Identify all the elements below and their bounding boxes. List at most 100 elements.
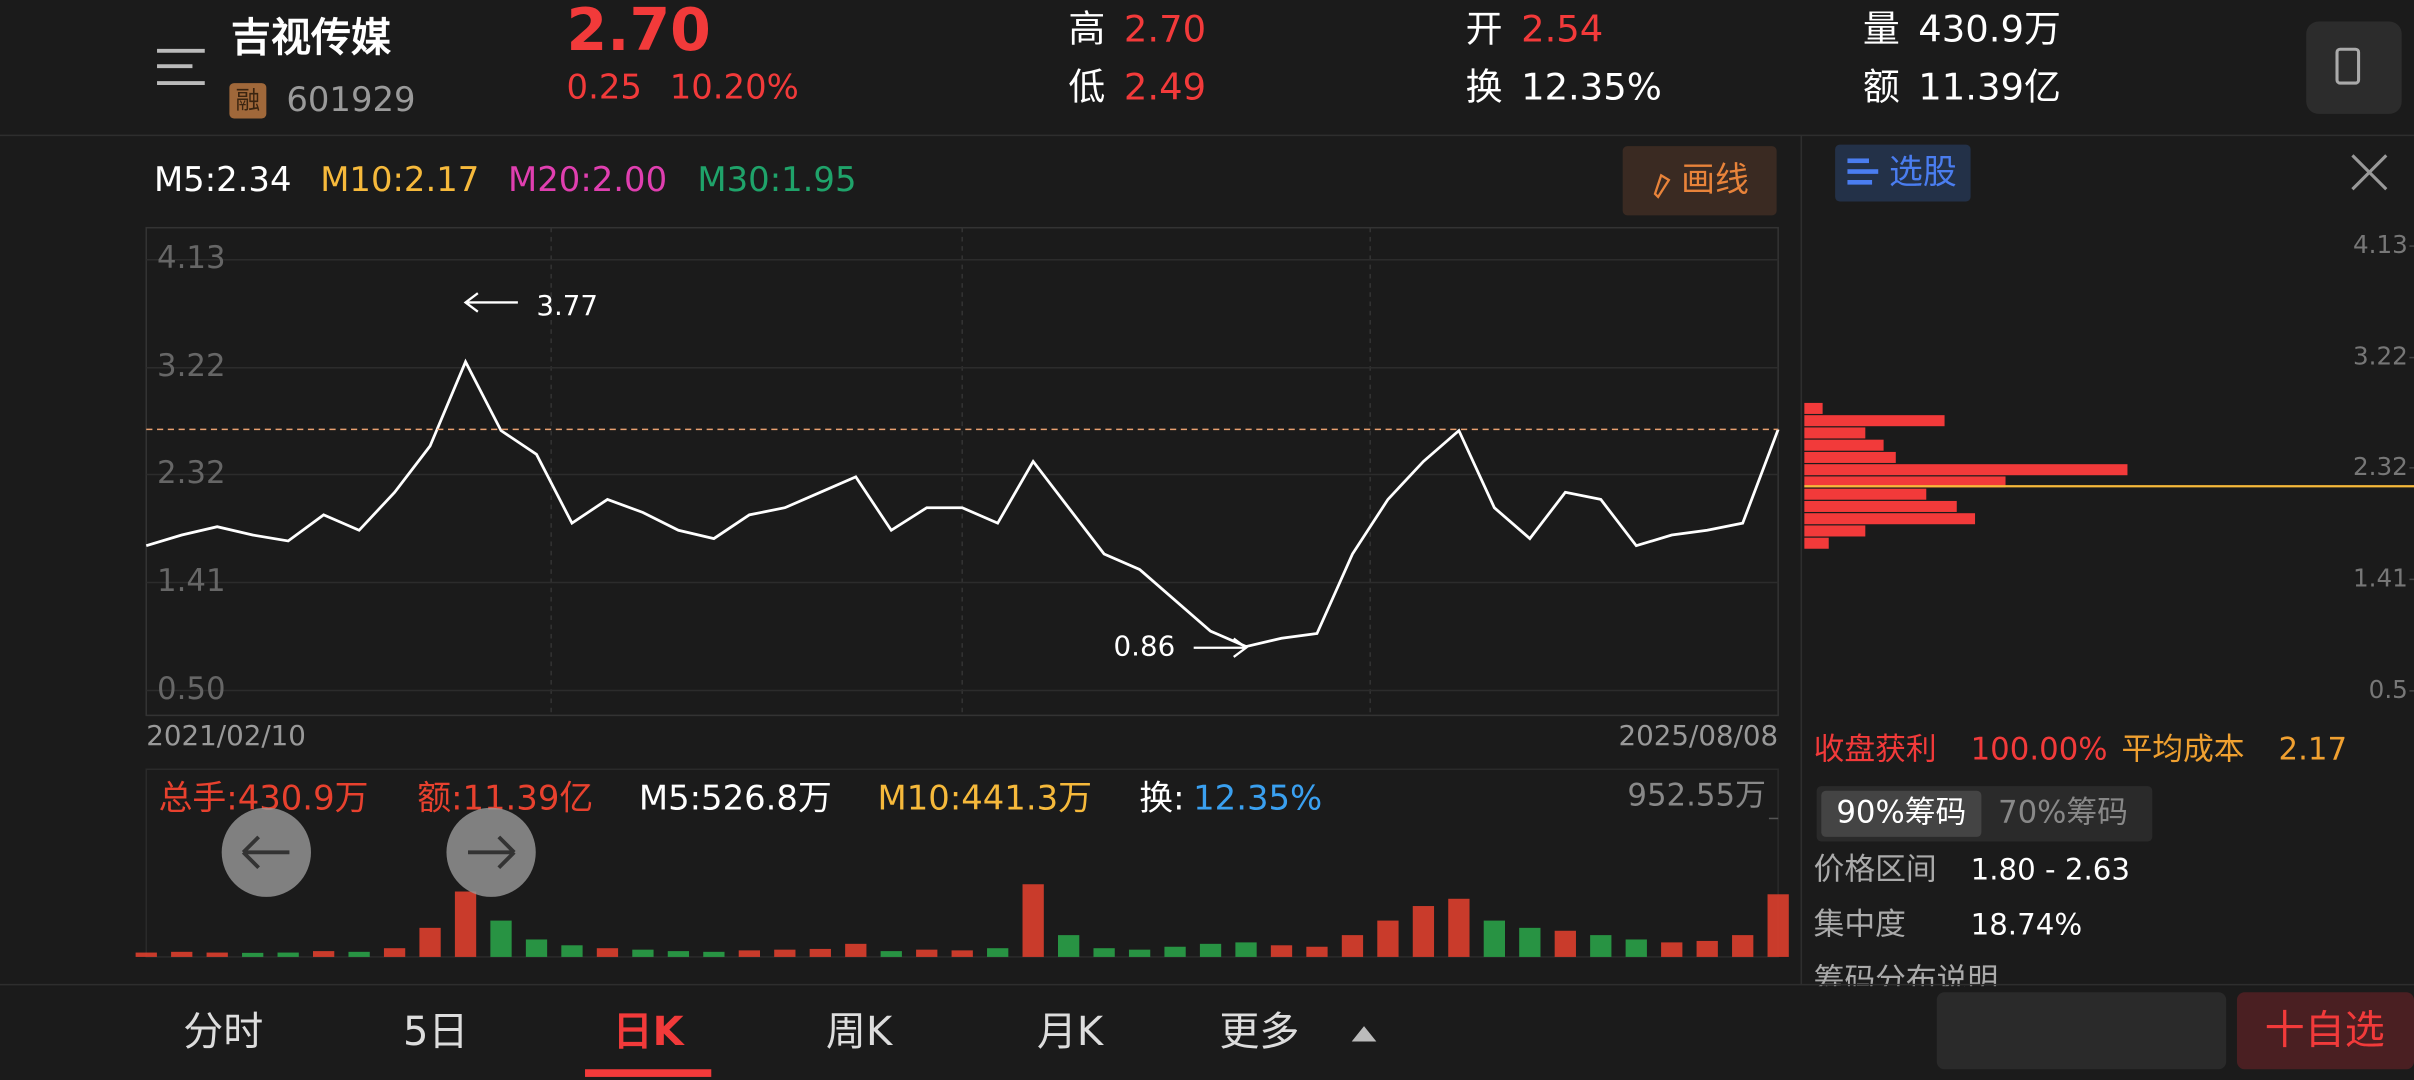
select-icon [1847,158,1879,185]
avg-cost-label: 平均成本 [2121,731,2244,767]
volume-bar [703,951,725,957]
volume-bar [1448,898,1470,957]
volume-bar [348,951,370,957]
bottom-tab[interactable]: 5日 [403,1009,468,1055]
range: 1.80 - 2.63 [1971,852,2130,886]
chip-bar [1804,415,1945,427]
chip-tab[interactable]: 70%筹码 [1998,794,2128,830]
plot: 4.13 3.22 2.32 1.41 0.50 2021/02/10 2025/08/08… [135,230,2414,998]
bottom-tab[interactable]: 月K [1037,1009,1105,1055]
badge: 融 [236,86,261,115]
ma-label: M30:1.95 [697,160,856,199]
volume-bar [1732,935,1754,957]
volume-bar [880,951,902,957]
chip-tick-label: 4.13 [2353,230,2408,259]
volume-bar [419,927,441,957]
concentration: 18.74% [1971,908,2083,942]
price-line [145,358,1780,649]
volume-label: M5:526.8万 [639,779,832,818]
volume-bar [1519,927,1541,957]
avg-cost: 2.17 [2279,731,2348,767]
chip-bar [1804,451,1896,463]
chip-bar [1804,488,1927,500]
chip-tab-active [1821,790,1982,837]
chip-tab[interactable]: 90%筹码 [1836,794,1966,830]
price: 2.70 [567,0,711,64]
chip-bar [1804,464,2128,476]
chip-tick-label: 0.5 [2369,675,2408,704]
close-icon[interactable] [2351,154,2388,191]
start-date: 2021/02/10 [146,719,306,752]
end-date: 2025/08/08 [1619,719,1779,752]
pencil-icon [1653,173,1671,199]
ma-label: M20:2.00 [508,160,667,199]
volume-bar [277,952,299,957]
chip-bar [1804,402,1823,414]
draw-button[interactable] [1622,146,1777,216]
volume-bar [1661,942,1683,957]
active-tab-underline [585,1069,712,1077]
volume-bar [809,948,831,957]
chip-bar [1804,476,2006,488]
stock-name: 吉视传媒 [231,15,392,61]
watch-button[interactable] [2236,992,2414,1070]
right-tabs-bg [1936,992,2227,1070]
range-label: 价格区间 [1814,851,1937,887]
volume-bar [1590,935,1612,957]
bottom-tab[interactable]: 周K [826,1009,894,1055]
change-pct: 10.20% [670,68,799,107]
y-tick-label: 1.41 [157,563,226,599]
chip-bar [1804,500,1957,512]
ma-label: M5:2.34 [154,160,292,199]
volume-bar [632,949,654,957]
stat-value: 11.39亿 [1918,66,2061,109]
volume-bar [667,951,690,957]
volume-bar [490,920,512,957]
volume-bar [987,948,1009,957]
max-arrow [463,292,518,313]
device-button[interactable] [2306,21,2402,114]
stat-label: 高 [1068,7,1105,50]
volume-bar [1270,945,1293,957]
volume-bar [916,949,938,957]
volume-bar [206,952,228,957]
volume-bar [1341,935,1364,957]
volume-bar [1057,935,1080,957]
volume-bar [135,952,157,957]
volume-bar [525,939,548,957]
more-triangle [1351,1026,1377,1042]
stat-value: 2.54 [1521,7,1603,50]
volume-bar [1199,943,1222,957]
y-tick-label: 4.13 [157,240,226,276]
watch-button-label: 十自选 [2265,1007,2385,1053]
profit: 100.00% [1971,731,2108,767]
stat-label: 开 [1466,7,1503,50]
min-arrow [1193,637,1248,658]
y-tick-label: 0.50 [157,671,226,707]
menu-icon[interactable] [157,48,205,85]
volume-bar [1554,930,1576,957]
volume-bar [951,950,973,957]
volume-bar [1022,884,1044,957]
volume-label: 换: [1139,779,1184,818]
volume-bar [561,945,583,957]
chip-bar [1804,525,1866,537]
chip-bar [1804,427,1866,439]
volume-bar [738,950,760,957]
stat-label: 量 [1863,7,1900,50]
volume-bar [1093,948,1115,957]
bottom-tab[interactable]: 日K [613,1009,686,1055]
stat-value: 430.9万 [1918,7,2061,50]
bottom-tab[interactable]: 分时 [183,1009,263,1055]
stat-value: 2.70 [1124,7,1206,50]
stat-value: 2.49 [1124,66,1206,109]
stats: 高 2.70 低 2.49 开 2.54 换 12.35% 量 430.9万额 11.39亿 [1068,7,2061,108]
max-label: 3.77 [536,289,598,322]
change: 0.25 [567,68,642,107]
volume-bar [1306,946,1328,957]
chip-bar [1804,513,1976,525]
chip-tick-label: 2.32 [2353,452,2408,481]
bottom-tab[interactable]: 更多 [1219,1009,1299,1055]
